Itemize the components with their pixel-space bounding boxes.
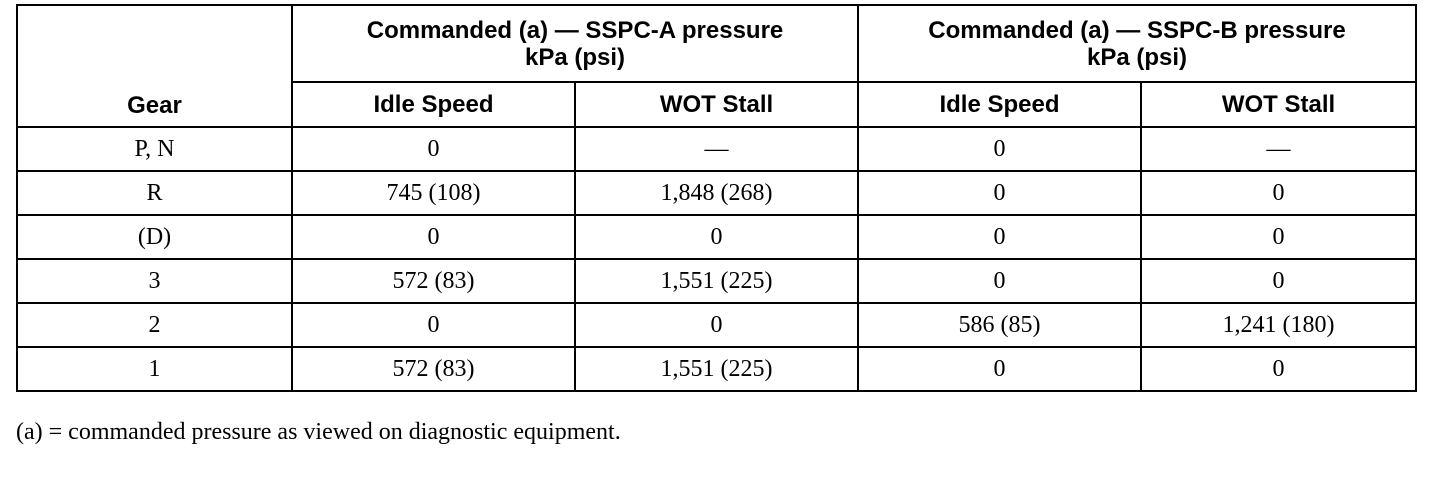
cell: — bbox=[1140, 126, 1417, 172]
cell: 0 bbox=[857, 258, 1142, 304]
cell: 0 bbox=[1140, 214, 1417, 260]
data-row: (D) 0 0 0 0 bbox=[16, 214, 1417, 260]
cell: 0 bbox=[1140, 170, 1417, 216]
cell: 1,551 (225) bbox=[574, 258, 859, 304]
data-row: P, N 0—0— bbox=[16, 126, 1417, 172]
cell: 0 bbox=[1140, 346, 1417, 392]
cell: 0 bbox=[291, 214, 576, 260]
subheader: WOT Stall bbox=[1140, 81, 1417, 128]
cell: 0 bbox=[574, 214, 859, 260]
data-row: 2 0 0 586 (85) 1,241 (180) bbox=[16, 302, 1417, 348]
cell: 0 bbox=[574, 302, 859, 348]
data-row: R 745 (108) 1,848 (268) 0 0 bbox=[16, 170, 1417, 216]
header-line: kPa (psi) bbox=[524, 43, 626, 71]
group-header: Commanded (a) — SSPC-A pressure kPa (psi) bbox=[291, 4, 859, 83]
cell: 0 bbox=[857, 214, 1142, 260]
cell: 586 (85) bbox=[857, 302, 1142, 348]
header-line: Commanded (a) — SSPC-A pressure bbox=[366, 16, 784, 44]
cell: R bbox=[16, 170, 293, 216]
cell: 2 bbox=[16, 302, 293, 348]
data-row: 1 572 (83) 1,551 (225) 0 0 bbox=[16, 346, 1417, 392]
footnote: (a) = commanded pressure as viewed on di… bbox=[16, 419, 621, 445]
header-line: kPa (psi) bbox=[1086, 43, 1188, 71]
cell: 0 bbox=[1140, 258, 1417, 304]
cell: — bbox=[574, 126, 859, 172]
cell: (D) bbox=[16, 214, 293, 260]
cell: 1,241 (180) bbox=[1140, 302, 1417, 348]
cell: 1,848 (268) bbox=[574, 170, 859, 216]
cell: 0 bbox=[857, 346, 1142, 392]
cell: 1,551 (225) bbox=[574, 346, 859, 392]
cell: 572 (83) bbox=[291, 258, 576, 304]
cell: 0 bbox=[857, 126, 1142, 172]
cell: 3 bbox=[16, 258, 293, 304]
cell: 0 bbox=[857, 170, 1142, 216]
subheader: Idle Speed bbox=[857, 81, 1142, 128]
cell: 745 (108) bbox=[291, 170, 576, 216]
gear-header: Gear bbox=[16, 4, 293, 128]
cell: 1 bbox=[16, 346, 293, 392]
header-line: Commanded (a) — SSPC-B pressure bbox=[928, 16, 1346, 44]
data-row: 3 572 (83) 1,551 (225) 0 0 bbox=[16, 258, 1417, 304]
header-row: Gear Commanded (a) — SSPC-A pressure kPa (… bbox=[16, 4, 1417, 128]
subheader-row: Idle Speed WOT Stall Idle Speed WOT Stall bbox=[17, 81, 1417, 128]
group-header: Commanded (a) — SSPC-B pressure kPa (psi) bbox=[857, 4, 1417, 83]
cell: 0 bbox=[291, 126, 576, 172]
subheader: Idle Speed bbox=[291, 81, 576, 128]
subheader: WOT Stall bbox=[574, 81, 859, 128]
pressure-table: Gear Commanded (a) — SSPC-A pressure kPa (… bbox=[16, 4, 1417, 392]
cell: 572 (83) bbox=[291, 346, 576, 392]
cell: 0 bbox=[291, 302, 576, 348]
cell: P, N bbox=[16, 126, 293, 172]
